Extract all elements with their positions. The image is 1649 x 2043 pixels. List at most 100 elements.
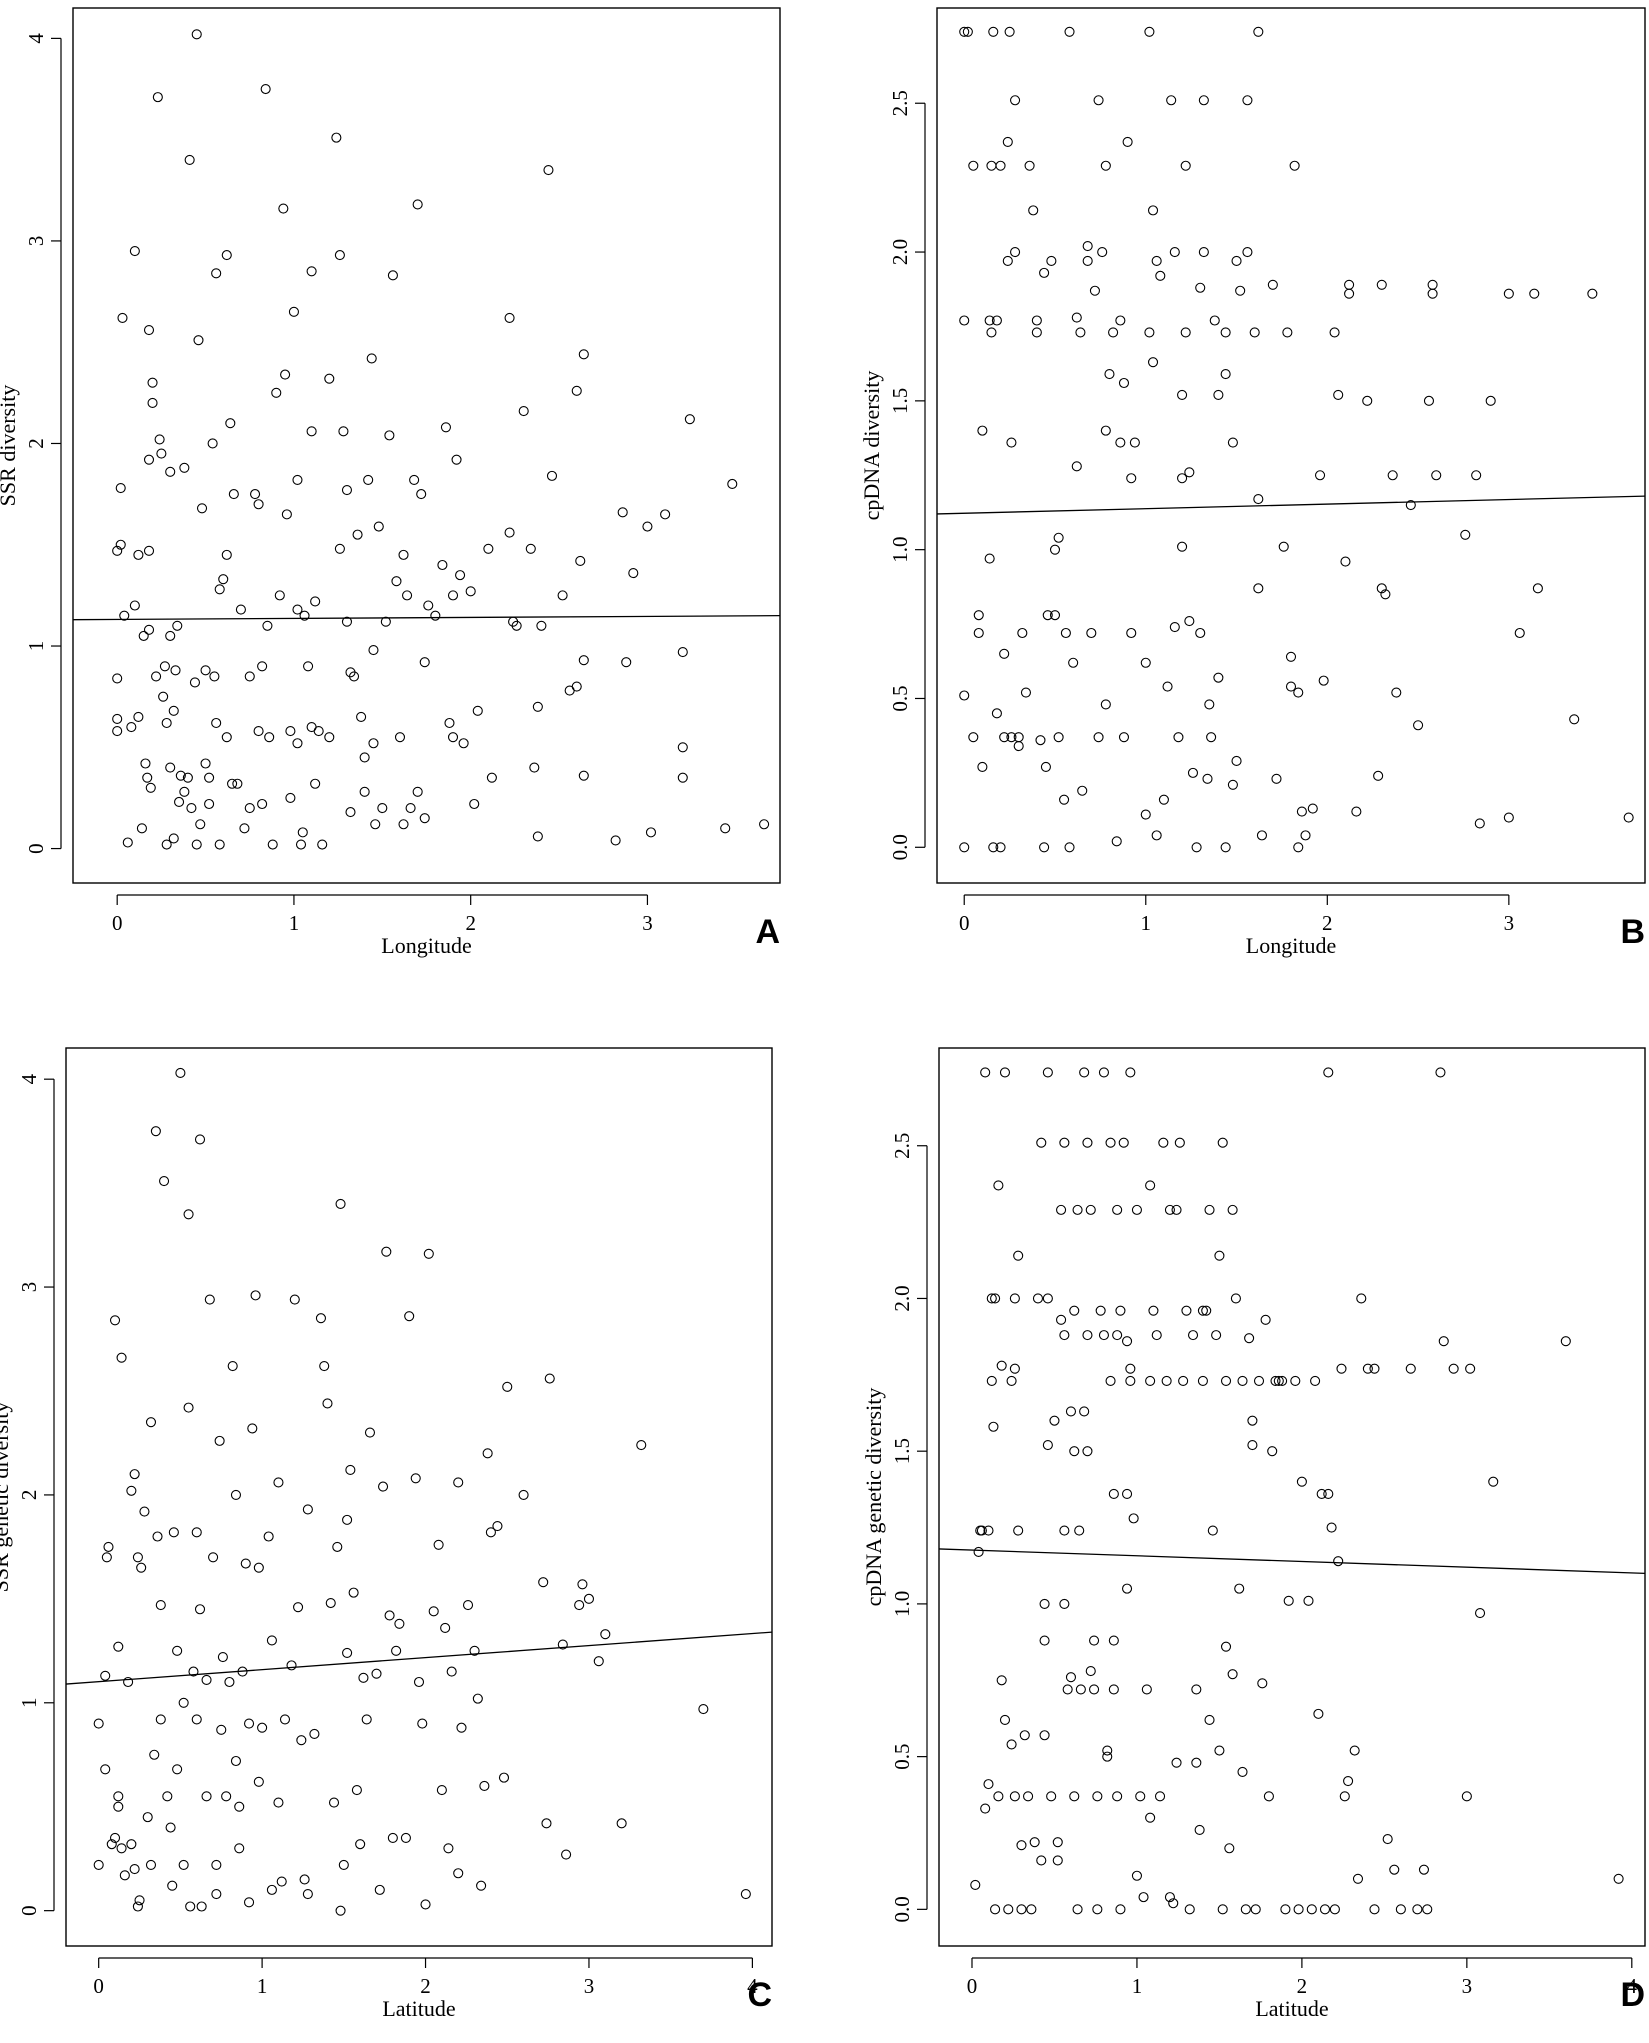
y-tick-label: 1.0: [888, 537, 912, 563]
data-point: [1145, 1375, 1156, 1386]
data-point: [211, 1859, 222, 1870]
data-point: [1306, 1904, 1317, 1915]
data-point: [482, 1448, 493, 1459]
data-point: [234, 1801, 245, 1812]
data-point: [446, 1666, 457, 1677]
data-point: [404, 1311, 415, 1322]
data-point: [447, 732, 459, 743]
data-point: [996, 1360, 1007, 1371]
data-point: [306, 266, 317, 277]
data-point: [214, 584, 225, 595]
data-point: [1187, 1330, 1199, 1341]
data-point: [1112, 1204, 1123, 1215]
data-point: [123, 1676, 134, 1688]
data-point: [1465, 1363, 1476, 1374]
data-point: [191, 1714, 202, 1725]
data-point: [621, 657, 632, 668]
data-point: [1206, 732, 1217, 743]
data-point: [1220, 1641, 1232, 1652]
data-point: [1267, 279, 1278, 290]
data-point: [162, 1791, 173, 1802]
data-point: [1082, 1446, 1093, 1457]
data-point: [232, 778, 243, 789]
data-point: [1039, 842, 1050, 853]
data-point: [557, 1639, 568, 1650]
data-point: [1118, 732, 1130, 743]
data-point: [1100, 160, 1111, 171]
data-point: [170, 665, 181, 676]
data-point: [359, 752, 370, 763]
data-point: [1131, 1204, 1142, 1215]
data-point: [342, 1647, 353, 1658]
data-point: [398, 819, 409, 830]
data-point: [100, 1670, 111, 1681]
data-point: [1177, 389, 1188, 400]
x-tick-label: 0: [93, 1974, 104, 1998]
data-point: [436, 1785, 447, 1796]
data-point: [1323, 1488, 1334, 1499]
data-point: [1069, 1446, 1080, 1457]
data-point: [211, 717, 222, 729]
data-point: [338, 426, 349, 437]
data-point: [419, 813, 430, 824]
x-tick-label: 4: [747, 1974, 758, 1998]
data-point: [100, 1764, 111, 1775]
x-tick-label: 3: [1462, 1974, 1473, 1998]
data-point: [355, 1839, 366, 1850]
data-point: [410, 1473, 421, 1484]
data-point: [1082, 241, 1093, 252]
y-tick-label: 2.5: [890, 1133, 914, 1159]
data-point: [1253, 583, 1264, 594]
data-point: [740, 1888, 751, 1900]
data-point: [1234, 1583, 1245, 1594]
data-point: [1082, 1330, 1093, 1341]
data-point: [1267, 1446, 1278, 1457]
panel-label: C: [747, 1976, 772, 2014]
data-point: [976, 1525, 987, 1536]
data-point: [1316, 1488, 1327, 1499]
data-point: [299, 610, 310, 621]
y-tick-label: 2.0: [888, 239, 912, 265]
data-point: [1230, 1293, 1241, 1304]
data-point: [165, 1822, 176, 1833]
data-point: [995, 842, 1006, 853]
data-point: [1035, 735, 1046, 746]
data-point: [194, 1134, 206, 1145]
data-point: [139, 1506, 150, 1517]
data-point: [216, 1724, 227, 1735]
data-point: [1227, 779, 1238, 790]
data-point: [387, 1832, 398, 1843]
data-point: [172, 620, 183, 631]
plot-frame: [65, 1047, 773, 1947]
data-point: [1263, 1791, 1274, 1802]
data-point: [645, 827, 657, 838]
data-point: [209, 671, 220, 682]
data-point: [159, 661, 170, 672]
data-point: [1010, 95, 1021, 106]
data-point: [498, 1772, 510, 1783]
data-point: [1079, 1067, 1090, 1078]
data-point: [986, 327, 997, 338]
data-point: [1314, 470, 1326, 481]
data-point: [1474, 1608, 1486, 1619]
data-point: [341, 616, 353, 627]
data-point: [211, 1888, 222, 1900]
data-point: [204, 772, 215, 783]
data-point: [1532, 583, 1543, 594]
data-point: [538, 1577, 549, 1588]
data-point: [970, 1879, 981, 1890]
data-point: [1231, 255, 1242, 267]
data-point: [1062, 1684, 1073, 1695]
data-point: [990, 1293, 1001, 1304]
data-point: [1145, 1180, 1156, 1191]
data-point: [1235, 285, 1246, 296]
data-point: [260, 83, 271, 95]
data-point: [263, 1531, 274, 1542]
data-point: [253, 499, 264, 510]
data-point: [1013, 1525, 1024, 1536]
data-point: [483, 543, 494, 554]
data-point: [1079, 1406, 1090, 1417]
data-point: [980, 1067, 991, 1078]
y-tick-label: 0.0: [890, 1896, 914, 1922]
data-point: [1369, 1363, 1380, 1374]
